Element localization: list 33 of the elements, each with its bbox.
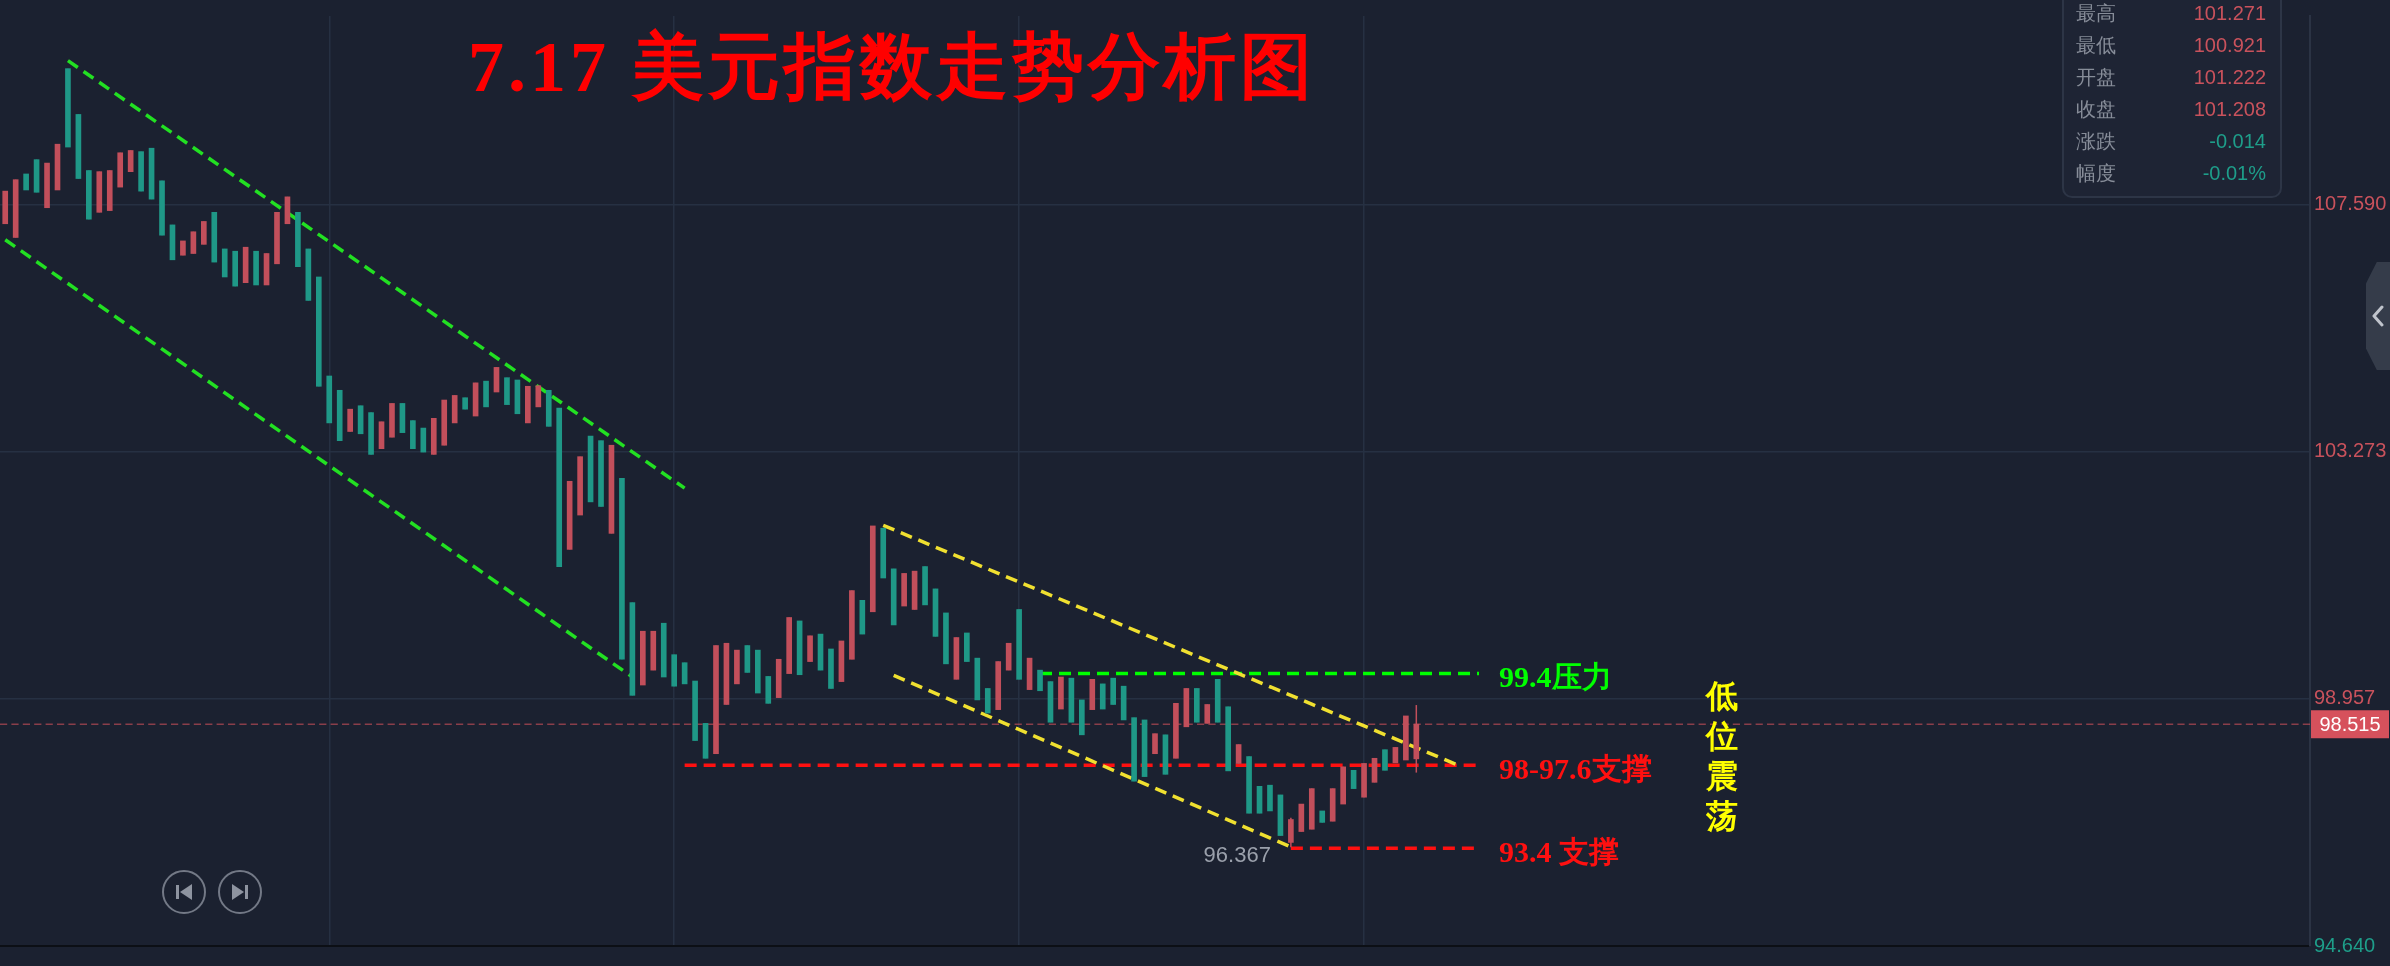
candlestick (535, 384, 542, 408)
series-label: 98-97.6支撑 (1499, 751, 1652, 785)
series-label: 99.4压力 (1499, 660, 1612, 694)
text: 101.271 (2193, 2, 2266, 24)
annotation: 低位震荡 (1704, 677, 1739, 836)
text: -0.014 (2209, 130, 2266, 152)
chart-title: 7.17 美元指数走势分析图 (468, 26, 1316, 107)
category-label: 幅度 (2076, 161, 2116, 186)
category-label: 涨跌 (2076, 129, 2116, 154)
text: 101.222 (2193, 66, 2266, 88)
y-tick-label: 98.957 (2314, 686, 2376, 709)
y-tick-label: 103.273 (2314, 439, 2387, 462)
candlestick (1382, 748, 1388, 772)
candlestick (1152, 732, 1158, 755)
annotation: 96.367 (1203, 842, 1271, 868)
candlestick (1037, 669, 1043, 692)
candlestick (200, 220, 207, 246)
y-tick-label: 94.640 (2314, 933, 2376, 956)
category-label: 最高 (2076, 1, 2116, 26)
candlestick (1204, 703, 1211, 725)
candlestick (1235, 743, 1242, 765)
text: 101.208 (2193, 98, 2266, 120)
category-label: 收盘 (2076, 97, 2116, 122)
ref-line-label: 98.515 (2319, 712, 2381, 735)
series-label: 93.4 支撑 (1499, 834, 1620, 868)
candlestick (190, 231, 197, 255)
text: -0.01% (2202, 162, 2266, 184)
candlestick (1288, 817, 1294, 848)
category-label: 开盘 (2076, 65, 2116, 90)
y-tick-label: 107.590 (2314, 192, 2387, 215)
category-label: 最低 (2076, 33, 2116, 58)
candlestick (347, 408, 353, 433)
text: 100.921 (2193, 34, 2266, 56)
